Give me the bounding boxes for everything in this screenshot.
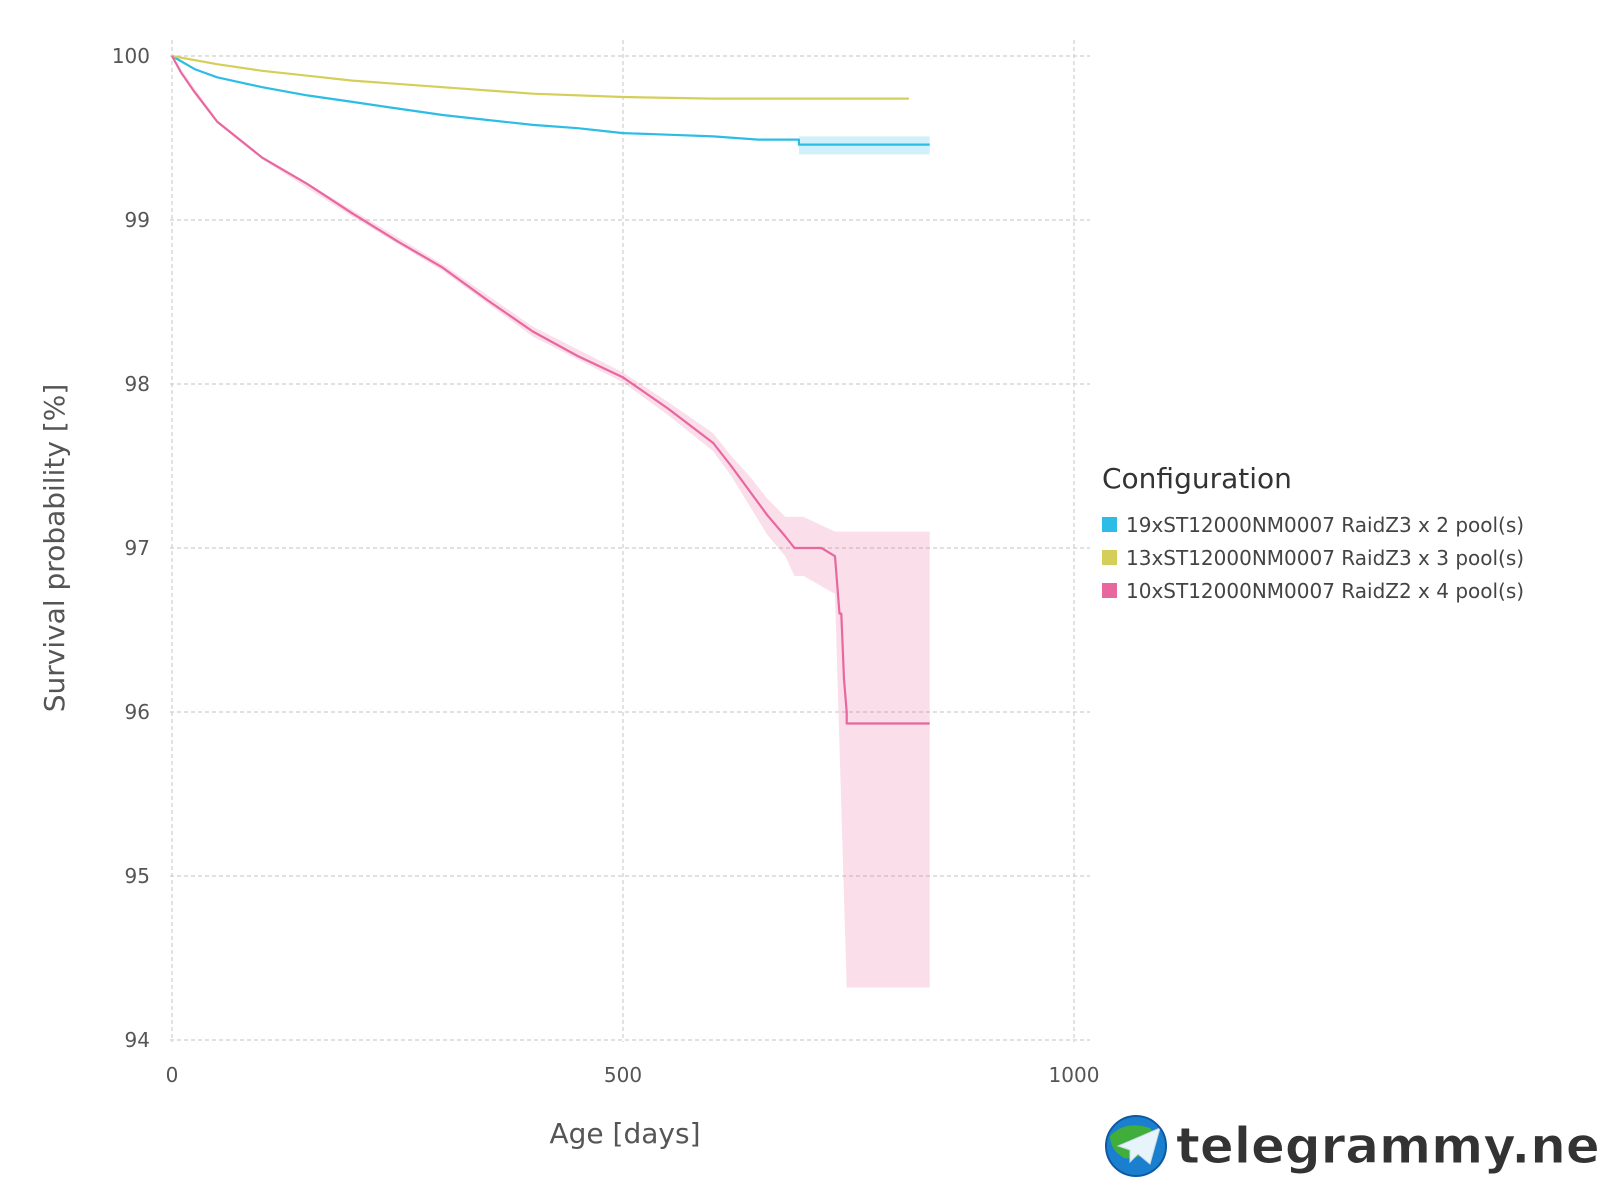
y-tick-label: 99 xyxy=(125,208,150,232)
legend-swatch xyxy=(1102,550,1117,565)
y-tick-label: 95 xyxy=(125,864,150,888)
series-lines xyxy=(171,54,930,725)
y-tick-label: 97 xyxy=(125,536,150,560)
legend-label: 13xST12000NM0007 RaidZ3 x 3 pool(s) xyxy=(1126,546,1524,570)
legend-label: 10xST12000NM0007 RaidZ2 x 4 pool(s) xyxy=(1126,579,1524,603)
legend: Configuration 19xST12000NM0007 RaidZ3 x … xyxy=(1102,462,1524,603)
y-tick-label: 94 xyxy=(125,1028,150,1052)
series-line-2 xyxy=(171,54,909,100)
y-axis-ticks: 94 95 96 97 98 99 100 xyxy=(112,44,150,1052)
watermark-text: telegrammy.net xyxy=(1176,1117,1600,1175)
y-axis-title: Survival probability [%] xyxy=(38,384,71,713)
confidence-band-series-3 xyxy=(172,56,930,988)
legend-swatch xyxy=(1102,517,1117,532)
x-axis-title: Age [days] xyxy=(550,1117,701,1150)
watermark: telegrammy.net xyxy=(1105,1115,1600,1177)
y-tick-label: 96 xyxy=(125,700,150,724)
series-line-3 xyxy=(171,55,930,725)
legend-title: Configuration xyxy=(1102,462,1292,495)
telegram-globe-icon xyxy=(1105,1115,1167,1177)
grid-lines xyxy=(170,40,1090,1042)
y-tick-label: 100 xyxy=(112,44,150,68)
y-tick-label: 98 xyxy=(125,372,150,396)
x-tick-label: 500 xyxy=(604,1063,642,1087)
legend-label: 19xST12000NM0007 RaidZ3 x 2 pool(s) xyxy=(1126,513,1524,537)
x-axis-ticks: 0 500 1000 xyxy=(166,1063,1100,1087)
x-tick-label: 0 xyxy=(166,1063,179,1087)
confidence-bands xyxy=(172,56,930,988)
legend-swatch xyxy=(1102,583,1117,598)
series-line-1 xyxy=(171,55,930,146)
x-tick-label: 1000 xyxy=(1049,1063,1100,1087)
